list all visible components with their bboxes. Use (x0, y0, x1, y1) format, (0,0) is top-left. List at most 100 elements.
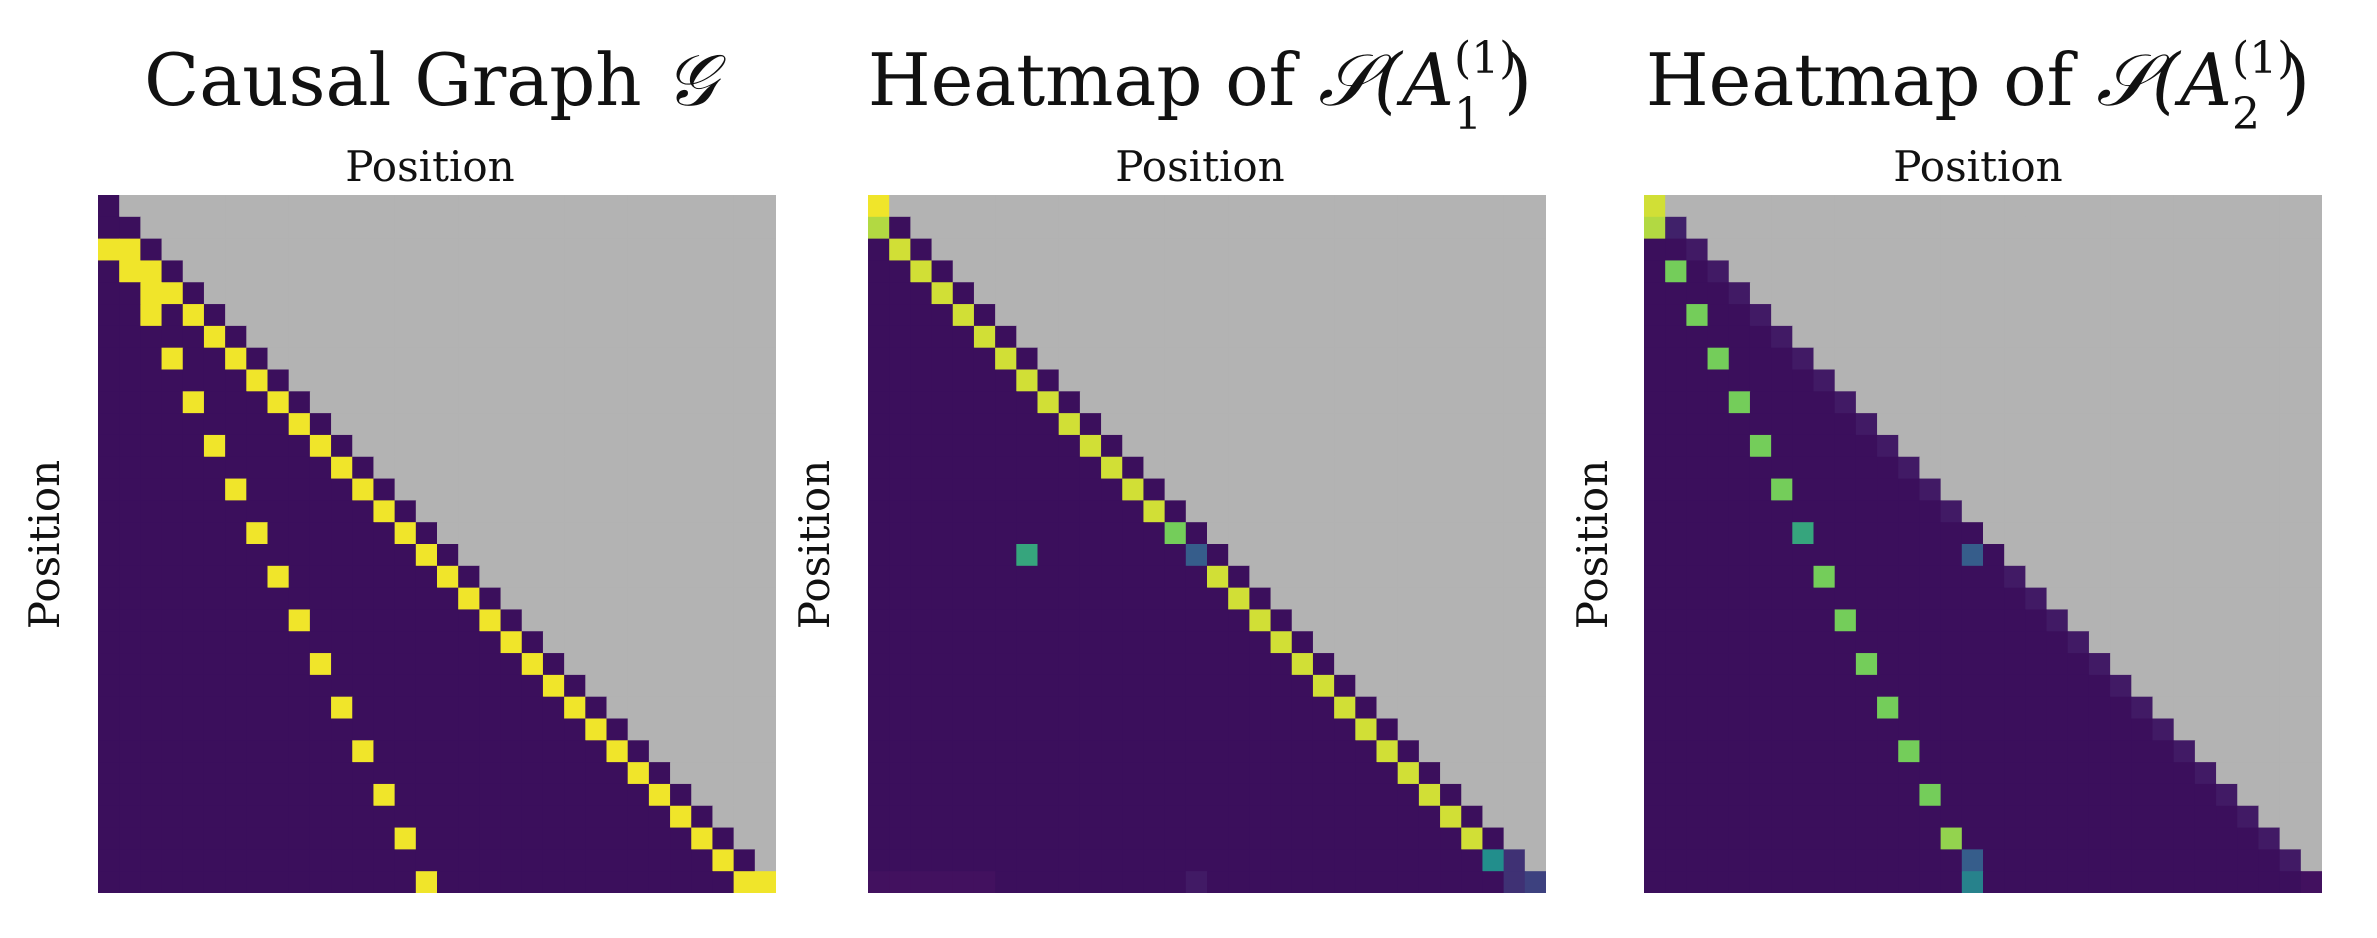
heatmap-cell (161, 325, 184, 349)
masked-cell (2237, 762, 2260, 785)
masked-cell (521, 434, 544, 458)
heatmap-cell (1101, 783, 1123, 807)
masked-cell (585, 565, 608, 589)
heatmap-cell (889, 434, 911, 458)
heatmap-cell (1101, 740, 1123, 763)
masked-cell (2279, 805, 2302, 829)
heatmap-cell (1644, 740, 1666, 763)
heatmap-cell (2046, 740, 2069, 763)
heatmap-cell (1877, 871, 1899, 893)
masked-cell (1771, 238, 1793, 262)
masked-cell (479, 216, 502, 240)
masked-cell (1418, 718, 1441, 741)
masked-cell (542, 216, 565, 240)
heatmap-cell (1686, 347, 1709, 371)
masked-cell (2067, 500, 2090, 523)
masked-cell (1101, 347, 1123, 371)
heatmap-cell (2004, 871, 2026, 893)
heatmap-cell (437, 849, 459, 872)
masked-cell (2216, 565, 2238, 589)
heatmap-cell (1834, 783, 1857, 807)
masked-cell (1524, 762, 1546, 785)
heatmap-cell (2004, 696, 2026, 720)
masked-cell (2025, 260, 2048, 283)
heatmap-cell (2067, 718, 2090, 741)
masked-cell (754, 456, 776, 480)
masked-cell (2173, 216, 2196, 240)
heatmap-cell (1016, 871, 1039, 893)
heatmap-cell (542, 783, 565, 807)
masked-cell (1418, 216, 1441, 240)
masked-cell (585, 260, 608, 283)
heatmap-cell (415, 740, 438, 763)
masked-cell (648, 500, 671, 523)
heatmap-cell (309, 653, 332, 676)
masked-cell (1418, 304, 1441, 327)
heatmap-cell (1270, 871, 1293, 893)
masked-cell (521, 216, 544, 240)
heatmap-cell (2131, 740, 2154, 763)
masked-cell (691, 413, 714, 436)
masked-cell (2216, 391, 2238, 414)
heatmap-cell (1728, 347, 1751, 371)
masked-cell (2004, 456, 2026, 480)
heatmap-cell (246, 478, 269, 501)
heatmap-cell (1037, 413, 1060, 436)
masked-cell (1813, 195, 1836, 218)
heatmap-cell (973, 740, 996, 763)
masked-cell (2152, 347, 2175, 371)
masked-cell (458, 434, 480, 458)
masked-cell (2216, 522, 2238, 545)
heatmap-cell (648, 827, 671, 850)
masked-cell (1813, 347, 1836, 371)
heatmap-cell (1707, 653, 1730, 676)
masked-cell (394, 369, 417, 392)
heatmap-cell (1834, 653, 1857, 676)
masked-cell (1983, 456, 2005, 480)
heatmap-cell (1291, 871, 1314, 893)
masked-cell (910, 195, 933, 218)
heatmap-cell (161, 609, 184, 632)
heatmap-cell (1877, 849, 1899, 872)
heatmap-cell (1961, 587, 1984, 611)
heatmap-cell (1728, 631, 1751, 654)
heatmap-cell (1898, 631, 1921, 654)
masked-cell (1983, 478, 2005, 501)
masked-cell (627, 674, 650, 698)
masked-cell (1940, 216, 1963, 240)
masked-cell (1898, 195, 1921, 218)
masked-cell (1482, 587, 1505, 611)
heatmap-cell (952, 391, 975, 414)
masked-cell (670, 413, 692, 436)
masked-cell (1855, 304, 1878, 327)
masked-cell (2067, 260, 2090, 283)
masked-cell (1122, 195, 1145, 218)
masked-cell (1312, 325, 1335, 349)
masked-cell (1058, 347, 1081, 371)
heatmap-cell (98, 500, 120, 523)
heatmap-cell (889, 544, 911, 567)
heatmap-cell (119, 762, 141, 785)
masked-cell (670, 696, 692, 720)
masked-cell (458, 195, 480, 218)
heatmap-cell (500, 740, 523, 763)
masked-cell (1164, 216, 1187, 240)
masked-cell (1440, 609, 1462, 632)
masked-cell (564, 216, 586, 240)
masked-cell (2237, 718, 2260, 741)
masked-cell (1101, 391, 1123, 414)
masked-cell (415, 391, 438, 414)
heatmap-cell (1728, 805, 1751, 829)
heatmap-cell (98, 282, 120, 305)
heatmap-cell (1644, 587, 1666, 611)
heatmap-cell (952, 347, 975, 371)
masked-cell (373, 347, 396, 371)
masked-cell (2258, 434, 2281, 458)
heatmap-cell (564, 762, 586, 785)
masked-cell (627, 544, 650, 567)
masked-cell (2025, 216, 2048, 240)
heatmap-cell (2088, 783, 2111, 807)
masked-cell (2300, 696, 2322, 720)
masked-cell (1334, 565, 1356, 589)
masked-cell (2088, 609, 2111, 632)
